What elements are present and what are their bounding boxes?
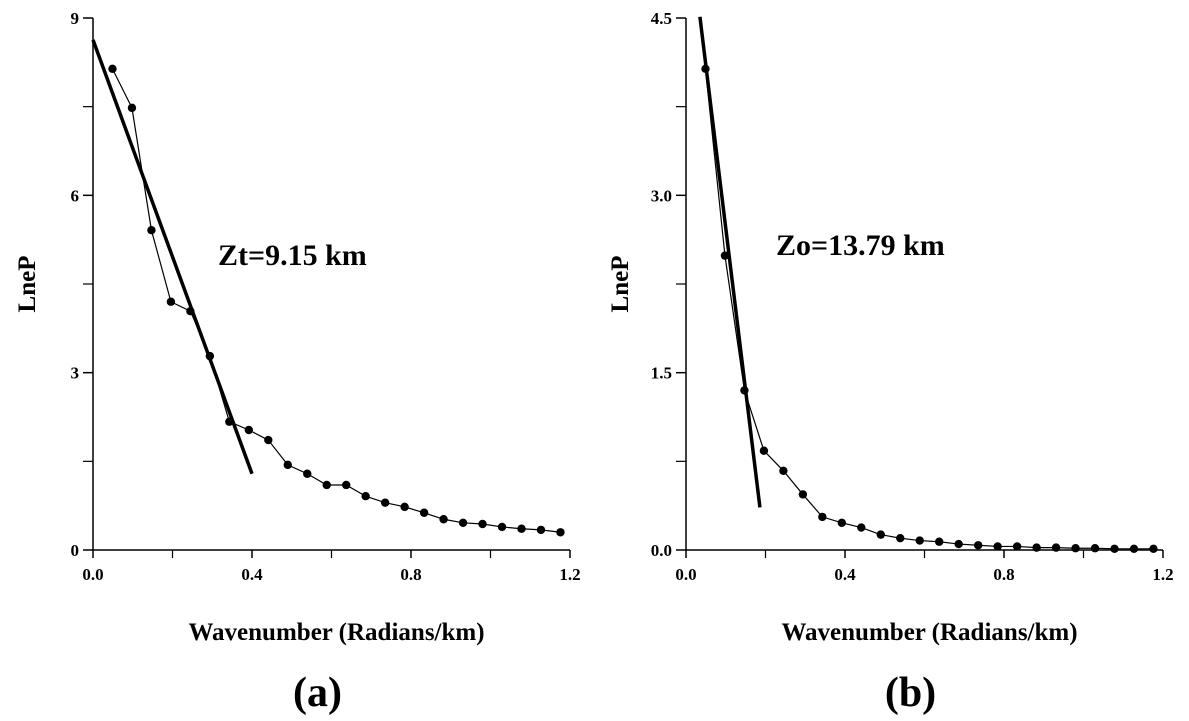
data-point <box>1090 544 1100 553</box>
y-tick-label: 0.0 <box>651 541 672 560</box>
x-tick-label: 1.2 <box>1152 565 1173 584</box>
y-axis-label: LneP <box>14 256 41 313</box>
data-point <box>556 528 565 537</box>
data-point <box>915 536 924 545</box>
data-point <box>127 103 137 113</box>
data-point <box>322 480 331 490</box>
data-point <box>517 524 526 533</box>
data-line <box>704 68 1154 550</box>
data-point <box>478 519 487 529</box>
x-tick-label: 1.2 <box>559 565 580 584</box>
data-point <box>536 525 546 535</box>
data-point <box>361 492 370 501</box>
data-point <box>954 539 963 549</box>
y-tick-label: 1.5 <box>651 364 672 383</box>
y-tick-label: 9 <box>71 9 80 28</box>
y-tick-label: 0 <box>71 541 80 560</box>
fit-line <box>91 39 254 475</box>
data-point <box>303 469 312 478</box>
data-point <box>380 498 390 507</box>
data-point <box>1129 544 1139 554</box>
data-point <box>740 386 749 395</box>
x-tick-label: 0.0 <box>82 565 103 584</box>
data-point <box>419 508 429 517</box>
data-point <box>439 515 448 524</box>
x-tick-label: 0.0 <box>675 565 696 584</box>
data-point <box>1051 543 1061 552</box>
data-point <box>1110 544 1119 554</box>
annotation: Zo=13.79 km <box>776 229 945 262</box>
y-tick-label: 3 <box>71 364 80 383</box>
panel-label: (b) <box>885 670 936 716</box>
data-point <box>779 466 788 475</box>
x-axis-label: Wavenumber (Radians/km) <box>781 619 1077 646</box>
data-point <box>283 460 292 470</box>
data-point <box>166 297 176 306</box>
y-tick-label: 6 <box>71 186 80 205</box>
data-point <box>720 251 730 260</box>
data-point <box>342 480 351 490</box>
data-point <box>701 64 710 74</box>
data-point <box>400 502 409 512</box>
annotation: Zt=9.15 km <box>218 239 367 272</box>
data-point <box>1012 542 1022 551</box>
data-point <box>837 518 847 528</box>
x-tick-label: 0.4 <box>241 565 263 584</box>
x-tick-label: 0.8 <box>400 565 421 584</box>
x-tick-label: 0.4 <box>834 565 856 584</box>
data-point <box>896 533 905 543</box>
data-point <box>225 417 234 426</box>
data-point <box>1149 544 1158 554</box>
x-axis-label: Wavenumber (Radians/km) <box>188 619 484 646</box>
data-point <box>264 435 273 445</box>
data-point <box>876 530 885 539</box>
data-point <box>759 446 769 455</box>
fit-line <box>698 16 762 508</box>
data-point <box>935 537 944 546</box>
data-point <box>497 522 507 532</box>
data-point <box>1032 543 1041 552</box>
y-tick-label: 4.5 <box>651 9 672 28</box>
data-point <box>186 306 195 316</box>
data-point <box>818 512 827 522</box>
data-point <box>857 523 866 532</box>
data-point <box>108 64 117 74</box>
data-point <box>1071 544 1080 553</box>
panel-label: (a) <box>293 670 342 716</box>
x-tick-label: 0.8 <box>993 565 1014 584</box>
data-point <box>993 542 1002 551</box>
data-point <box>798 490 808 499</box>
data-line <box>111 68 561 533</box>
data-point <box>973 541 983 550</box>
data-point <box>458 518 468 528</box>
y-tick-label: 3.0 <box>651 186 672 205</box>
y-axis-label: LneP <box>607 256 634 313</box>
data-point <box>244 425 254 435</box>
data-point <box>147 226 156 235</box>
data-point <box>205 351 215 361</box>
